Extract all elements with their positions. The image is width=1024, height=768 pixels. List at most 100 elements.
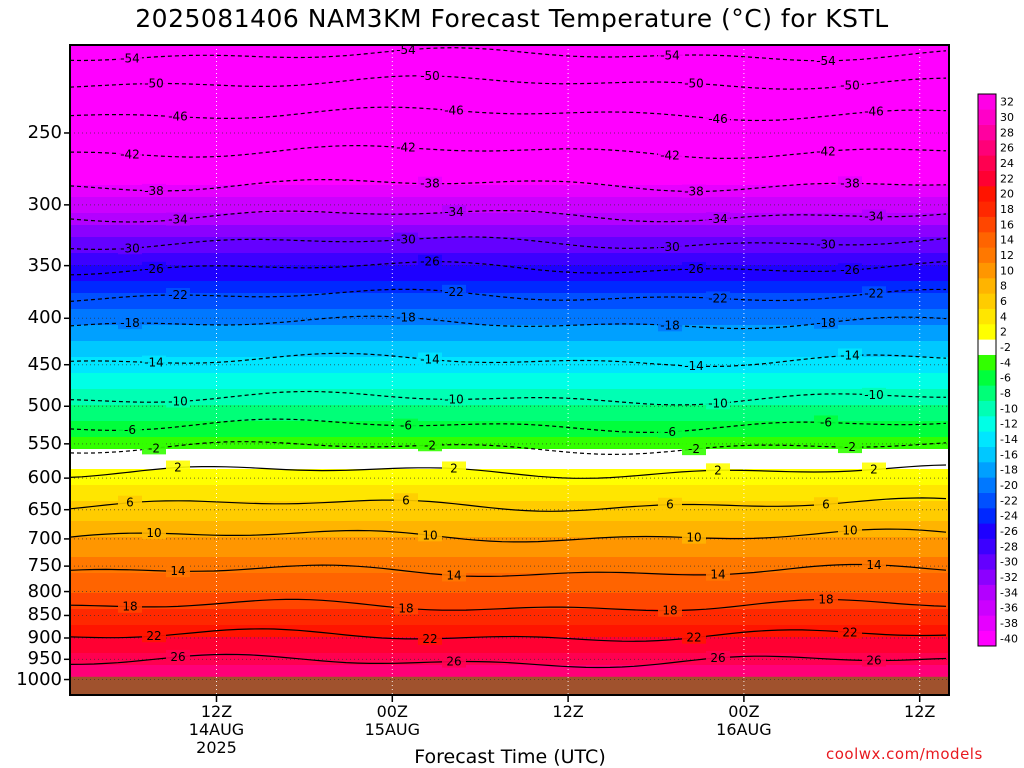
colorbar-label: 6 [1000,295,1007,308]
contour-label: -50 [144,77,164,91]
contour-label: -18 [396,310,416,324]
temperature-band [70,113,949,118]
colorbar-label: -14 [1000,433,1018,446]
contour-label: -22 [444,285,464,299]
temperature-band [70,321,949,326]
contour-label-bg [682,76,706,90]
temperature-band [70,345,949,350]
colorbar-segment [978,630,996,647]
temperature-band [70,617,949,622]
colorbar-segment [978,109,996,125]
temperature-band [70,529,949,534]
contour-label-bg [658,318,682,332]
x-tick-label-line: 2025 [196,738,237,757]
contour-label: 18 [398,601,413,615]
temperature-band [70,341,949,346]
temperature-band [70,577,949,582]
colorbar-label: 8 [1000,280,1007,293]
contour-label-bg [862,104,886,118]
x-tick-label-line: 00Z [376,702,408,721]
y-tick-label: 1000 [16,668,62,690]
temperature-band [70,353,949,358]
contour-label: -54 [660,48,680,62]
contour-line [70,464,947,479]
x-tick-label-line: 15AUG [364,720,420,739]
colorbar-segment [978,462,996,478]
temperature-band [70,205,949,210]
temperature-band [70,189,949,194]
temperature-band [70,73,949,78]
temperature-band [70,497,949,502]
contour-label-bg [394,45,418,56]
temperature-band [70,585,949,590]
temperature-band [70,505,949,510]
contour-line [70,653,947,669]
contour-label-bg [418,68,442,82]
y-tick-label: 600 [27,467,62,489]
colorbar-label: -32 [1000,571,1018,584]
contour-label-bg [118,316,142,330]
contour-line [70,441,947,456]
x-tick-label: 12Z [528,703,608,721]
colorbar-label: 12 [1000,249,1014,262]
y-tick-label: 450 [27,353,62,375]
contour-label: 26 [710,651,725,665]
colorbar-label: 26 [1000,142,1014,155]
temperature-band [70,201,949,206]
x-tick-label-line: 12Z [904,702,936,721]
contour-label-bg [142,441,166,455]
contour-label: -6 [400,419,412,433]
contour-label-bg [418,176,442,190]
contour-label: -42 [816,144,836,158]
x-tick-label-line: 12Z [200,702,233,721]
temperature-band [70,473,949,478]
contour-line [70,628,947,642]
contour-label: -18 [660,318,680,332]
contour-label-bg [418,438,442,452]
contour-label: -18 [816,316,836,330]
contour-label: -14 [144,356,164,370]
contour-line [70,47,947,62]
contour-label-bg [814,415,838,429]
colorbar-segment [978,523,996,539]
temperature-band [70,49,949,54]
contour-label: -46 [168,110,188,124]
temperature-band [70,457,949,462]
contour-label-bg [418,352,442,366]
contour-label-bg [142,355,166,369]
contour-label: -46 [864,105,884,119]
contour-label-bg [814,144,838,158]
temperature-band [70,241,949,246]
y-tick-label: 750 [27,555,62,577]
colorbar-label: 4 [1000,310,1007,323]
colorbar-label: -24 [1000,510,1018,523]
temperature-band [70,197,949,202]
contour-label-bg [682,359,706,373]
temperature-band [70,605,949,610]
contour-label-bg [862,653,886,667]
temperature-band [70,233,949,238]
temperature-band [70,373,949,378]
colorbar-segment [978,600,996,616]
temperature-band [70,249,949,254]
contour-label: 14 [170,564,185,578]
temperature-band [70,645,949,650]
temperature-band [70,629,949,634]
y-tick-label: 300 [27,193,62,215]
colorbar-label: -34 [1000,586,1018,599]
colorbar-segment [978,170,996,187]
contour-line [70,236,947,251]
contour-label-bg [118,241,142,255]
contour-label: -42 [120,147,140,161]
temperature-band [70,625,949,630]
temperature-band [70,557,949,562]
colorbar-label: 10 [1000,264,1014,277]
contour-label-bg [442,654,466,668]
colorbar-segment [978,140,996,156]
temperature-band [70,229,949,234]
contour-label-bg [118,147,142,161]
temperature-band [70,253,949,258]
credit-link[interactable]: coolwx.com/models [826,745,983,763]
contour-label: -10 [708,396,728,410]
x-tick-label-line: 14AUG [188,720,245,739]
